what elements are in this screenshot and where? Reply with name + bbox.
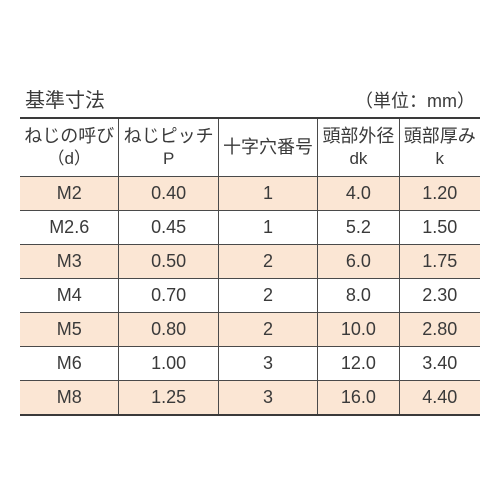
cell: 3.40 [399, 347, 480, 381]
table-row: M6 1.00 3 12.0 3.40 [20, 347, 480, 381]
cell: 1.75 [399, 245, 480, 279]
col-header-main: 十字穴番号 [223, 137, 313, 157]
cell: 10.0 [318, 313, 399, 347]
cell: 1 [218, 177, 317, 211]
cell: 1.50 [399, 211, 480, 245]
cell: 3 [218, 347, 317, 381]
table-row: M3 0.50 2 6.0 1.75 [20, 245, 480, 279]
col-header-sub: k [404, 148, 476, 170]
main-title: 基準寸法 [25, 84, 105, 113]
cell: M3 [20, 245, 119, 279]
cell: M5 [20, 313, 119, 347]
cell: 0.70 [119, 279, 218, 313]
col-header-1: ねじピッチ P [119, 118, 218, 177]
col-header-sub: P [123, 148, 213, 170]
cell: 2 [218, 313, 317, 347]
cell: M2 [20, 177, 119, 211]
table-header: ねじの呼び （d） ねじピッチ P 十字穴番号 頭部外径 dk 頭部厚み k [20, 118, 480, 177]
table-body: M2 0.40 1 4.0 1.20 M2.6 0.45 1 5.2 1.50 … [20, 177, 480, 416]
unit-label: （単位：mm） [355, 87, 475, 113]
table-container: 基準寸法 （単位：mm） ねじの呼び （d） ねじピッチ P 十字穴番号 頭部外… [0, 74, 500, 426]
table-row: M2.6 0.45 1 5.2 1.50 [20, 211, 480, 245]
cell: 3 [218, 381, 317, 416]
cell: 1 [218, 211, 317, 245]
table-row: M2 0.40 1 4.0 1.20 [20, 177, 480, 211]
cell: 1.20 [399, 177, 480, 211]
dimensions-table: ねじの呼び （d） ねじピッチ P 十字穴番号 頭部外径 dk 頭部厚み k [20, 117, 480, 416]
table-row: M5 0.80 2 10.0 2.80 [20, 313, 480, 347]
cell: 0.80 [119, 313, 218, 347]
cell: 2 [218, 245, 317, 279]
cell: 1.00 [119, 347, 218, 381]
table-row: M4 0.70 2 8.0 2.30 [20, 279, 480, 313]
cell: M8 [20, 381, 119, 416]
cell: 1.25 [119, 381, 218, 416]
cell: 2.80 [399, 313, 480, 347]
col-header-sub: （d） [24, 148, 114, 170]
col-header-main: ねじの呼び [24, 126, 114, 146]
col-header-3: 頭部外径 dk [318, 118, 399, 177]
col-header-4: 頭部厚み k [399, 118, 480, 177]
header-row: 基準寸法 （単位：mm） [20, 84, 480, 113]
col-header-2: 十字穴番号 [218, 118, 317, 177]
table-row: M8 1.25 3 16.0 4.40 [20, 381, 480, 416]
col-header-main: 頭部外径 [322, 126, 394, 146]
cell: 4.0 [318, 177, 399, 211]
col-header-main: ねじピッチ [124, 126, 214, 146]
cell: 2 [218, 279, 317, 313]
cell: M2.6 [20, 211, 119, 245]
cell: 12.0 [318, 347, 399, 381]
cell: 5.2 [318, 211, 399, 245]
cell: 0.50 [119, 245, 218, 279]
col-header-sub: dk [322, 148, 394, 170]
cell: 4.40 [399, 381, 480, 416]
cell: 0.45 [119, 211, 218, 245]
col-header-main: 頭部厚み [404, 126, 476, 146]
cell: 6.0 [318, 245, 399, 279]
cell: M6 [20, 347, 119, 381]
cell: 16.0 [318, 381, 399, 416]
cell: 0.40 [119, 177, 218, 211]
cell: M4 [20, 279, 119, 313]
cell: 8.0 [318, 279, 399, 313]
cell: 2.30 [399, 279, 480, 313]
col-header-0: ねじの呼び （d） [20, 118, 119, 177]
